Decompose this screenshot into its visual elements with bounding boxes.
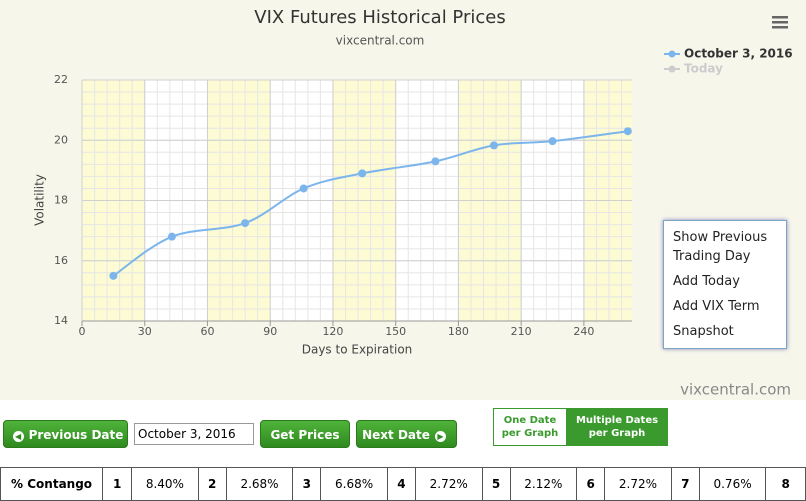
point — [431, 157, 440, 166]
context-menu: Show Previous Trading Day Add Today Add VI… — [663, 220, 787, 349]
y-tick-label: 20 — [54, 133, 68, 146]
x-tick-label: 240 — [573, 325, 594, 338]
point — [358, 169, 367, 178]
previous-date-button[interactable]: ◀ Previous Date — [3, 420, 128, 448]
credit: vixcentral.com — [680, 381, 791, 399]
point — [109, 271, 118, 280]
point — [299, 184, 308, 193]
table-cell: 4 — [386, 467, 416, 501]
table-cell: 6 — [576, 467, 606, 501]
table-cell: 0.76% — [698, 467, 767, 501]
y-tick-label: 18 — [54, 194, 68, 207]
legend-item[interactable]: October 3, 2016 — [664, 47, 793, 61]
x-tick-label: 60 — [200, 325, 214, 338]
x-tick-label: 90 — [263, 325, 277, 338]
table-cell: 8 — [765, 467, 806, 501]
y-axis-label: Volatility — [33, 174, 47, 226]
y-tick-label: 16 — [54, 254, 68, 267]
x-tick-label: 0 — [79, 325, 86, 338]
table-cell: 3 — [292, 467, 322, 501]
table-cell: % Contango — [0, 467, 104, 501]
table-cell: 5 — [481, 467, 511, 501]
contango-table: % Contango 1 8.40% 2 2.68% 3 6.68% 4 2.72% 5 2.12%… — [0, 467, 806, 501]
point — [623, 127, 632, 136]
date-input[interactable]: October 3, 2016 — [134, 423, 254, 445]
legend-marker — [668, 50, 676, 58]
menu-item[interactable]: Snapshot — [673, 324, 734, 339]
menu-item[interactable]: Add VIX Term — [673, 299, 760, 314]
point — [167, 232, 176, 241]
table-cell: 8.40% — [131, 467, 199, 501]
button-label: Next Date — [362, 428, 430, 442]
menu-item[interactable]: Show Previous Trading Day — [673, 230, 768, 264]
point — [241, 219, 250, 228]
legend-label: October 3, 2016 — [684, 47, 793, 61]
chart-title: VIX Futures Historical Prices — [254, 7, 505, 28]
legend-item[interactable]: Today — [664, 62, 723, 76]
table-cell: 1 — [102, 467, 133, 501]
x-tick-label: 30 — [138, 325, 152, 338]
y-tick-label: 22 — [54, 73, 68, 86]
x-axis-label: Days to Expiration — [302, 343, 413, 357]
toggle-option[interactable]: One Date per Graph — [493, 408, 567, 446]
table-cell: 2 — [197, 467, 227, 501]
x-tick-label: 180 — [448, 325, 469, 338]
table-cell: 6.68% — [320, 467, 388, 501]
x-tick-label: 150 — [385, 325, 406, 338]
table-cell: 2.12% — [509, 467, 578, 501]
table-cell: 7 — [670, 467, 700, 501]
x-tick-label: 210 — [511, 325, 532, 338]
legend-marker — [668, 65, 676, 73]
menu-button[interactable] — [772, 16, 788, 29]
chart-subtitle: vixcentral.com — [336, 34, 425, 48]
point — [548, 137, 557, 146]
get-prices-button[interactable]: Get Prices — [260, 420, 350, 448]
menu-item[interactable]: Add Today — [673, 274, 740, 289]
chart: VIX Futures Historical Prices vixcentral… — [0, 0, 806, 400]
table-cell: 2.68% — [225, 467, 294, 501]
toggle-option[interactable]: Multiple Dates per Graph — [566, 408, 668, 446]
table-row: % Contango 1 8.40% 2 2.68% 3 6.68% 4 2.72% 5 2.12%… — [0, 467, 806, 501]
point — [489, 141, 498, 150]
table-cell: 2.72% — [414, 467, 483, 501]
table-cell: 2.72% — [604, 467, 672, 501]
button-label: Previous Date — [28, 428, 124, 442]
button-label: Get Prices — [270, 428, 340, 442]
legend-label: Today — [684, 62, 723, 76]
y-tick-label: 14 — [54, 314, 68, 327]
next-date-button[interactable]: Next Date ▶ — [356, 420, 457, 448]
x-tick-label: 120 — [322, 325, 343, 338]
